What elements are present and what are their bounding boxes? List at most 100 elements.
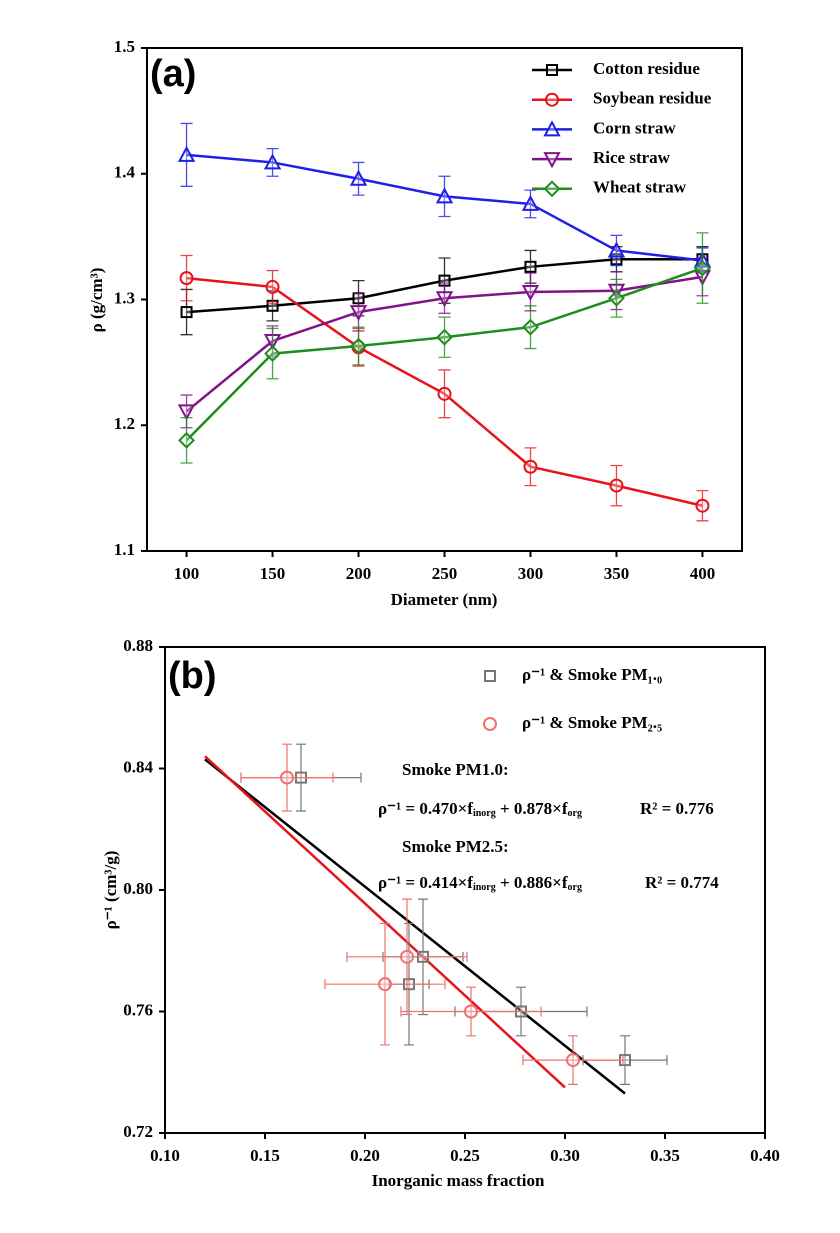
x-tick-label: 0.20 <box>350 1146 380 1165</box>
panel-label: (a) <box>150 53 196 95</box>
legend-marker <box>483 717 497 731</box>
marker <box>349 169 368 186</box>
x-tick-label: 150 <box>260 564 286 583</box>
equation-part: org <box>568 882 582 893</box>
marker <box>435 291 454 308</box>
x-tick-label: 0.25 <box>450 1146 480 1165</box>
equation-part: ρ⁻¹ = 0.414×f <box>378 873 473 892</box>
y-tick-label: 0.72 <box>123 1122 153 1141</box>
equation-part: ρ⁻¹ = 0.470×f <box>378 799 473 818</box>
marker <box>695 498 710 513</box>
legend-marker <box>484 670 496 682</box>
error-bar <box>524 305 537 350</box>
equation: ρ⁻¹ = 0.414×finorg + 0.886×forg <box>378 873 582 893</box>
y-tick-label: 1.2 <box>114 414 135 433</box>
error-bar <box>352 161 365 196</box>
legend-marker <box>545 92 559 107</box>
error-bar <box>438 175 451 218</box>
equation: ρ⁻¹ = 0.470×finorg + 0.878×forg <box>378 799 582 819</box>
error-bar <box>352 326 365 366</box>
x-tick-label: 200 <box>346 564 372 583</box>
x-tick-label: 0.10 <box>150 1146 180 1165</box>
error-bar <box>180 254 193 302</box>
marker <box>378 977 392 992</box>
error-bar <box>696 232 709 304</box>
error-bar <box>524 447 537 487</box>
x-tick-label: 400 <box>690 564 716 583</box>
equation-part: inorg <box>473 808 496 819</box>
marker <box>400 949 414 964</box>
y-tick-label: 0.76 <box>123 1000 153 1019</box>
marker <box>522 318 539 336</box>
marker <box>521 194 540 211</box>
x-tick-label: 300 <box>518 564 544 583</box>
error-bar <box>438 316 451 358</box>
marker <box>694 259 711 277</box>
panel-label: (b) <box>168 655 217 697</box>
error-bar <box>610 278 623 318</box>
marker <box>265 279 280 294</box>
x-axis-title: Diameter (nm) <box>391 590 498 609</box>
annotation-title: Smoke PM2.5: <box>402 837 509 856</box>
marker <box>177 404 196 421</box>
x-tick-label: 0.30 <box>550 1146 580 1165</box>
x-tick-label: 0.15 <box>250 1146 280 1165</box>
x-error-bar <box>400 1006 542 1017</box>
marker <box>349 305 368 322</box>
marker <box>524 260 537 273</box>
marker <box>436 328 453 346</box>
y-tick-label: 1.4 <box>114 163 136 182</box>
r-squared: R² = 0.774 <box>645 873 719 892</box>
equation-part: org <box>568 808 582 819</box>
error-bar <box>266 327 279 380</box>
marker <box>609 478 624 493</box>
error-bar <box>610 464 623 507</box>
marker <box>178 431 195 449</box>
y-tick-label: 1.5 <box>114 37 135 56</box>
legend-marker <box>543 180 561 198</box>
x-error-bar <box>346 951 468 962</box>
legend-label: ρ⁻¹ & Smoke PM₂.₅ <box>522 713 662 732</box>
legend-label: Soybean residue <box>593 89 712 108</box>
error-bar <box>438 369 451 419</box>
marker <box>264 345 281 362</box>
x-error-bar <box>240 772 334 783</box>
marker <box>608 289 625 307</box>
x-tick-label: 0.40 <box>750 1146 780 1165</box>
x-error-bar <box>522 1055 624 1066</box>
error-bar <box>438 282 451 314</box>
marker <box>437 386 452 401</box>
x-tick-label: 250 <box>432 564 458 583</box>
error-bar <box>180 417 193 464</box>
legend-label: Rice straw <box>593 148 671 167</box>
y-tick-label: 0.84 <box>123 757 153 776</box>
legend-label: Corn straw <box>593 118 676 137</box>
error-bar <box>266 147 279 177</box>
marker <box>177 145 196 162</box>
legend-marker <box>543 152 561 169</box>
legend-label: ρ⁻¹ & Smoke PM₁.₀ <box>522 665 662 684</box>
error-bar <box>180 122 193 187</box>
annotation: Smoke PM1.0: ρ⁻¹ = 0.470×finorg + 0.878×… <box>378 760 719 893</box>
x-tick-label: 0.35 <box>650 1146 680 1165</box>
marker <box>350 337 367 355</box>
r-squared: R² = 0.776 <box>640 799 714 818</box>
marker <box>523 459 538 474</box>
marker <box>464 1004 478 1019</box>
legend-label: Cotton residue <box>593 59 700 78</box>
error-bar <box>610 234 623 267</box>
marker <box>179 271 194 286</box>
y-tick-label: 1.3 <box>114 288 135 307</box>
y-tick-label: 0.88 <box>123 636 153 655</box>
y-axis-title: ρ (g/cm³) <box>87 268 106 333</box>
legend-marker <box>543 120 561 137</box>
marker <box>566 1053 580 1068</box>
marker <box>607 241 626 258</box>
marker <box>435 187 454 204</box>
error-bar <box>266 269 279 304</box>
y-tick-label: 0.80 <box>123 879 153 898</box>
annotation-title: Smoke PM1.0: <box>402 760 509 779</box>
marker <box>280 770 294 785</box>
x-axis-title: Inorganic mass fraction <box>372 1171 545 1190</box>
